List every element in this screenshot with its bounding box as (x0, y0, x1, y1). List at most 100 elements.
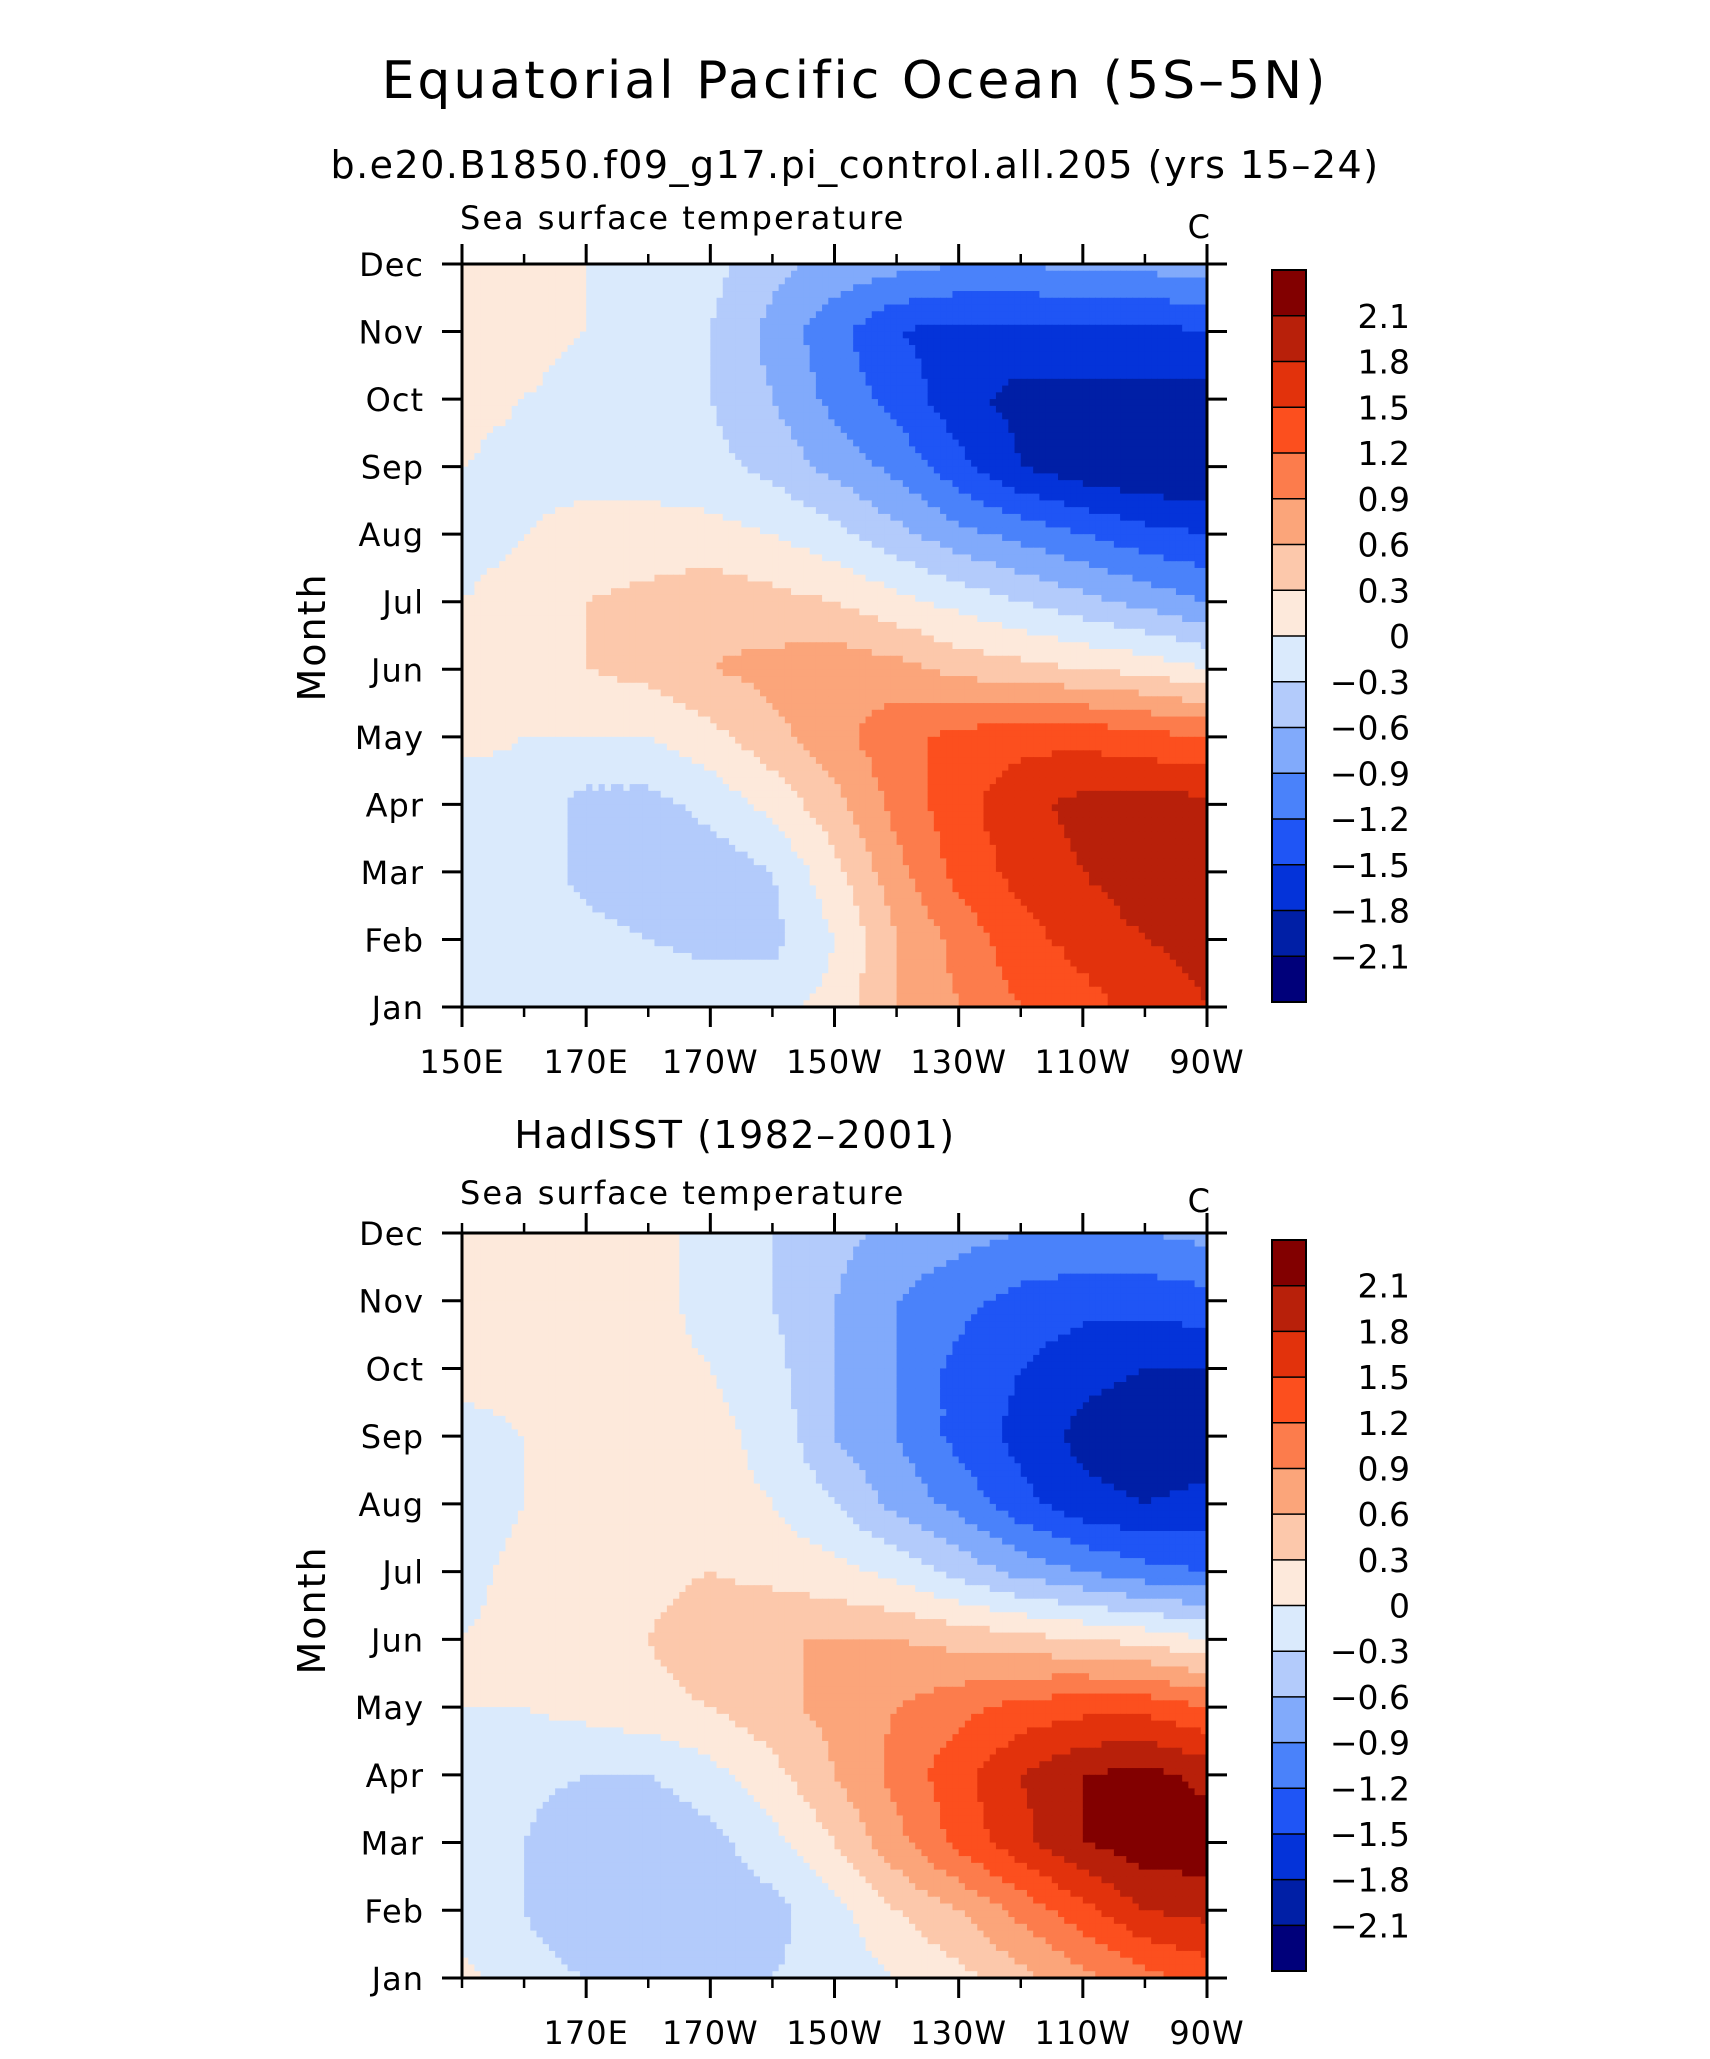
sst-cell (617, 412, 625, 420)
sst-cell (586, 466, 593, 474)
sst-cell (604, 284, 612, 292)
sst-cell (784, 277, 792, 285)
sst-cell (642, 493, 649, 501)
sst-cell (555, 338, 562, 346)
sst-cell (1045, 385, 1053, 393)
sst-cell (952, 507, 960, 515)
sst-cell (642, 358, 649, 366)
sst-cell (1020, 324, 1028, 333)
sst-cell (760, 365, 767, 373)
sst-cell (753, 405, 761, 414)
sst-cell (648, 540, 656, 549)
sst-cell (772, 284, 780, 292)
sst-cell (766, 453, 774, 461)
sst-cell (828, 372, 836, 380)
sst-cell (673, 399, 680, 407)
sst-cell (691, 324, 699, 333)
sst-cell (1064, 385, 1072, 393)
sst-cell (884, 493, 891, 501)
sst-cell (995, 365, 1003, 373)
sst-cell (1200, 365, 1208, 373)
sst-cell (579, 365, 587, 373)
sst-cell (1039, 520, 1047, 529)
sst-cell (685, 500, 693, 508)
sst-cell (462, 419, 469, 427)
sst-cell (971, 291, 978, 299)
sst-cell (840, 392, 848, 400)
sst-cell (946, 351, 954, 360)
sst-cell (691, 297, 699, 306)
sst-cell (468, 372, 476, 380)
sst-cell (909, 473, 916, 481)
sst-cell (728, 345, 736, 353)
sst-cell (493, 372, 500, 380)
sst-cell (710, 493, 718, 501)
sst-cell (592, 358, 600, 366)
sst-cell (846, 358, 854, 366)
sst-cell (468, 311, 476, 319)
sst-cell (865, 324, 873, 333)
sst-cell (635, 399, 643, 407)
sst-cell (567, 318, 575, 326)
sst-cell (753, 432, 761, 441)
sst-cell (933, 324, 941, 333)
sst-cell (666, 385, 674, 393)
sst-cell (958, 264, 966, 272)
sst-cell (865, 432, 873, 441)
sst-cell (902, 392, 910, 400)
sst-cell (995, 378, 1003, 387)
sst-cell (1076, 297, 1084, 306)
sst-cell (940, 426, 947, 434)
sst-cell (1033, 486, 1040, 495)
sst-cell (834, 486, 842, 495)
sst-cell (561, 520, 569, 529)
sst-cell (524, 270, 531, 279)
sst-cell (592, 493, 600, 501)
sst-cell (1163, 284, 1171, 292)
sst-cell (635, 534, 643, 542)
sst-cell (778, 284, 786, 292)
sst-cell (747, 358, 755, 366)
sst-cell (741, 507, 749, 515)
sst-cell (486, 311, 494, 319)
sst-cell (1008, 284, 1016, 292)
sst-cell (921, 331, 929, 339)
sst-cell (933, 311, 941, 319)
sst-cell (1002, 311, 1009, 319)
sst-cell (604, 365, 612, 373)
sst-cell (971, 405, 978, 414)
sst-cell (809, 318, 817, 326)
sst-cell (772, 324, 780, 333)
sst-cell (828, 358, 836, 366)
sst-cell (474, 331, 482, 339)
sst-cell (505, 534, 513, 542)
sst-cell (1002, 392, 1009, 400)
sst-cell (747, 486, 755, 495)
sst-cell (474, 534, 482, 542)
sst-cell (728, 338, 736, 346)
sst-cell (1113, 385, 1121, 393)
sst-cell (499, 291, 507, 299)
sst-cell (716, 399, 724, 407)
sst-cell (505, 540, 513, 549)
sst-cell (635, 500, 643, 508)
sst-cell (1194, 378, 1202, 387)
sst-cell (846, 338, 854, 346)
sst-cell (846, 439, 854, 447)
sst-cell (815, 439, 823, 447)
sst-cell (691, 507, 699, 515)
sst-cell (1138, 345, 1146, 353)
sst-cell (735, 372, 742, 380)
sst-cell (853, 311, 860, 319)
sst-cell (505, 453, 513, 461)
sst-cell (989, 507, 997, 515)
sst-cell (958, 365, 966, 373)
sst-cell (871, 473, 879, 481)
sst-cell (834, 378, 842, 387)
sst-cell (666, 270, 674, 279)
sst-cell (728, 486, 736, 495)
sst-cell (1101, 412, 1109, 420)
sst-cell (710, 378, 718, 387)
sst-cell (791, 419, 798, 427)
sst-cell (548, 466, 556, 474)
